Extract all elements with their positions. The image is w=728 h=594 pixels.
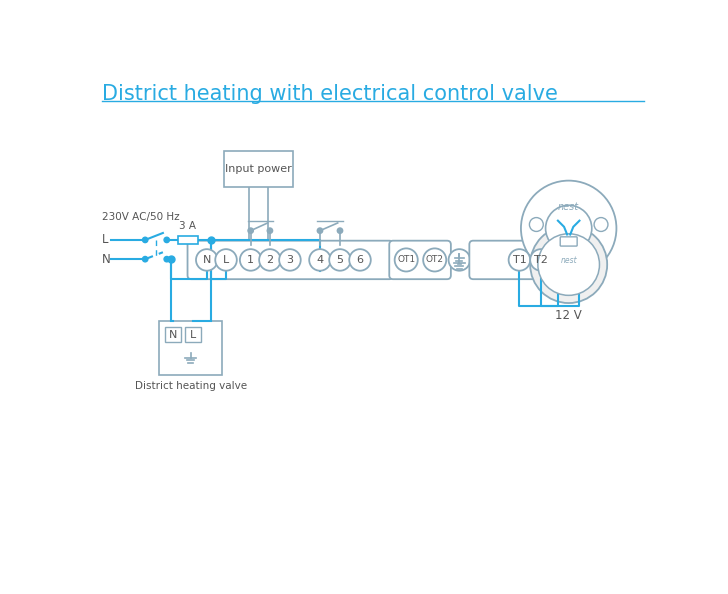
Circle shape [349,249,371,271]
Text: 6: 6 [357,255,363,265]
Text: 12 V: 12 V [555,309,582,322]
Circle shape [279,249,301,271]
Circle shape [337,228,343,233]
Text: District heating valve: District heating valve [135,381,247,391]
FancyBboxPatch shape [165,327,181,342]
Circle shape [538,234,599,295]
Circle shape [530,226,607,303]
Circle shape [521,181,617,276]
FancyBboxPatch shape [185,327,201,342]
Text: N: N [102,252,111,266]
Text: 5: 5 [336,255,344,265]
Text: 2: 2 [266,255,274,265]
FancyBboxPatch shape [561,237,577,246]
Circle shape [215,249,237,271]
Text: District heating with electrical control valve: District heating with electrical control… [102,84,558,103]
Text: L: L [102,233,108,247]
Text: nest: nest [561,256,577,265]
Text: T1: T1 [513,255,526,265]
Circle shape [164,237,170,242]
Circle shape [448,249,470,271]
Circle shape [329,249,351,271]
Circle shape [530,249,552,271]
FancyBboxPatch shape [389,241,451,279]
Text: L: L [223,255,229,265]
FancyBboxPatch shape [223,151,293,187]
Circle shape [143,237,148,242]
Text: T2: T2 [534,255,548,265]
Text: 4: 4 [317,255,323,265]
Text: nest: nest [558,202,579,212]
Circle shape [248,228,253,233]
Circle shape [164,257,170,262]
Circle shape [267,228,272,233]
Circle shape [196,249,218,271]
Circle shape [259,249,281,271]
Circle shape [509,249,530,271]
Text: OT2: OT2 [426,255,443,264]
FancyBboxPatch shape [159,321,222,375]
Circle shape [143,257,148,262]
Text: 1: 1 [248,255,254,265]
Text: 3: 3 [286,255,293,265]
FancyBboxPatch shape [188,241,393,279]
Text: N: N [202,255,211,265]
Text: 3 A: 3 A [179,220,196,230]
Circle shape [423,248,446,271]
Text: 230V AC/50 Hz: 230V AC/50 Hz [102,212,180,222]
Text: L: L [190,330,196,340]
Text: OT1: OT1 [397,255,415,264]
Circle shape [317,228,323,233]
Text: Input power: Input power [225,164,292,174]
Circle shape [594,217,608,232]
Circle shape [545,206,592,251]
Circle shape [240,249,261,271]
Circle shape [309,249,331,271]
Circle shape [529,217,543,232]
FancyBboxPatch shape [470,241,558,279]
FancyBboxPatch shape [178,236,197,244]
Text: N: N [169,330,177,340]
Circle shape [395,248,418,271]
